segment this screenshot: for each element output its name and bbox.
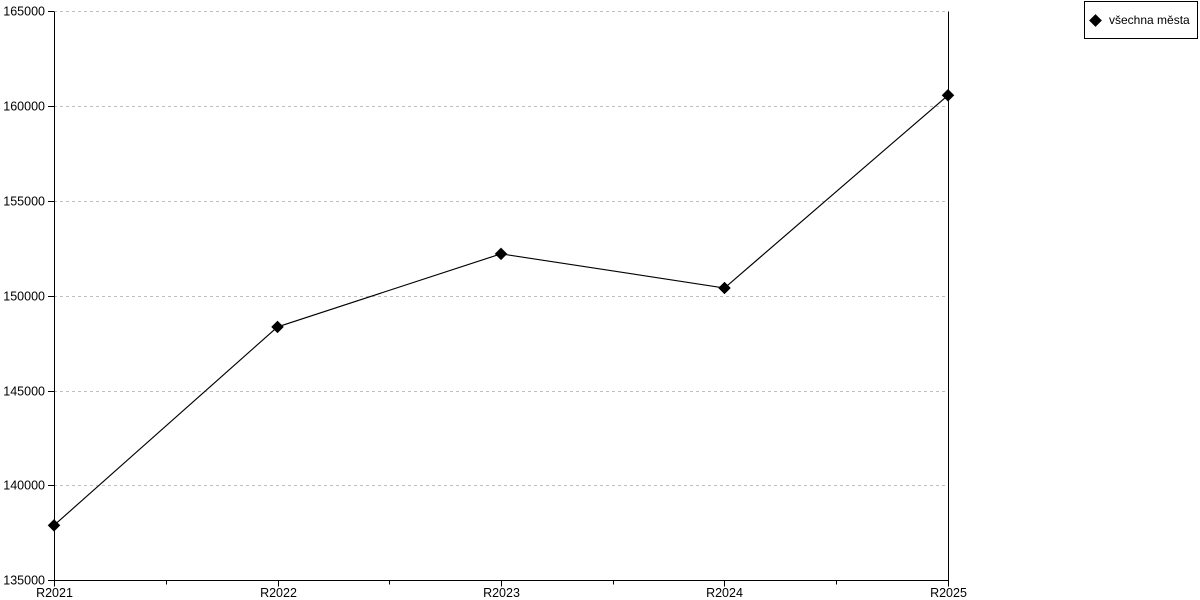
svg-text:R2023: R2023	[483, 586, 520, 600]
svg-text:140000: 140000	[3, 479, 45, 493]
svg-text:R2024: R2024	[706, 586, 743, 600]
svg-text:155000: 155000	[3, 195, 45, 209]
svg-text:145000: 145000	[3, 385, 45, 399]
svg-text:R2022: R2022	[260, 586, 297, 600]
svg-text:165000: 165000	[3, 5, 45, 19]
svg-text:R2021: R2021	[36, 586, 73, 600]
svg-text:R2025: R2025	[930, 586, 967, 600]
svg-text:150000: 150000	[3, 290, 45, 304]
svg-text:160000: 160000	[3, 100, 45, 114]
